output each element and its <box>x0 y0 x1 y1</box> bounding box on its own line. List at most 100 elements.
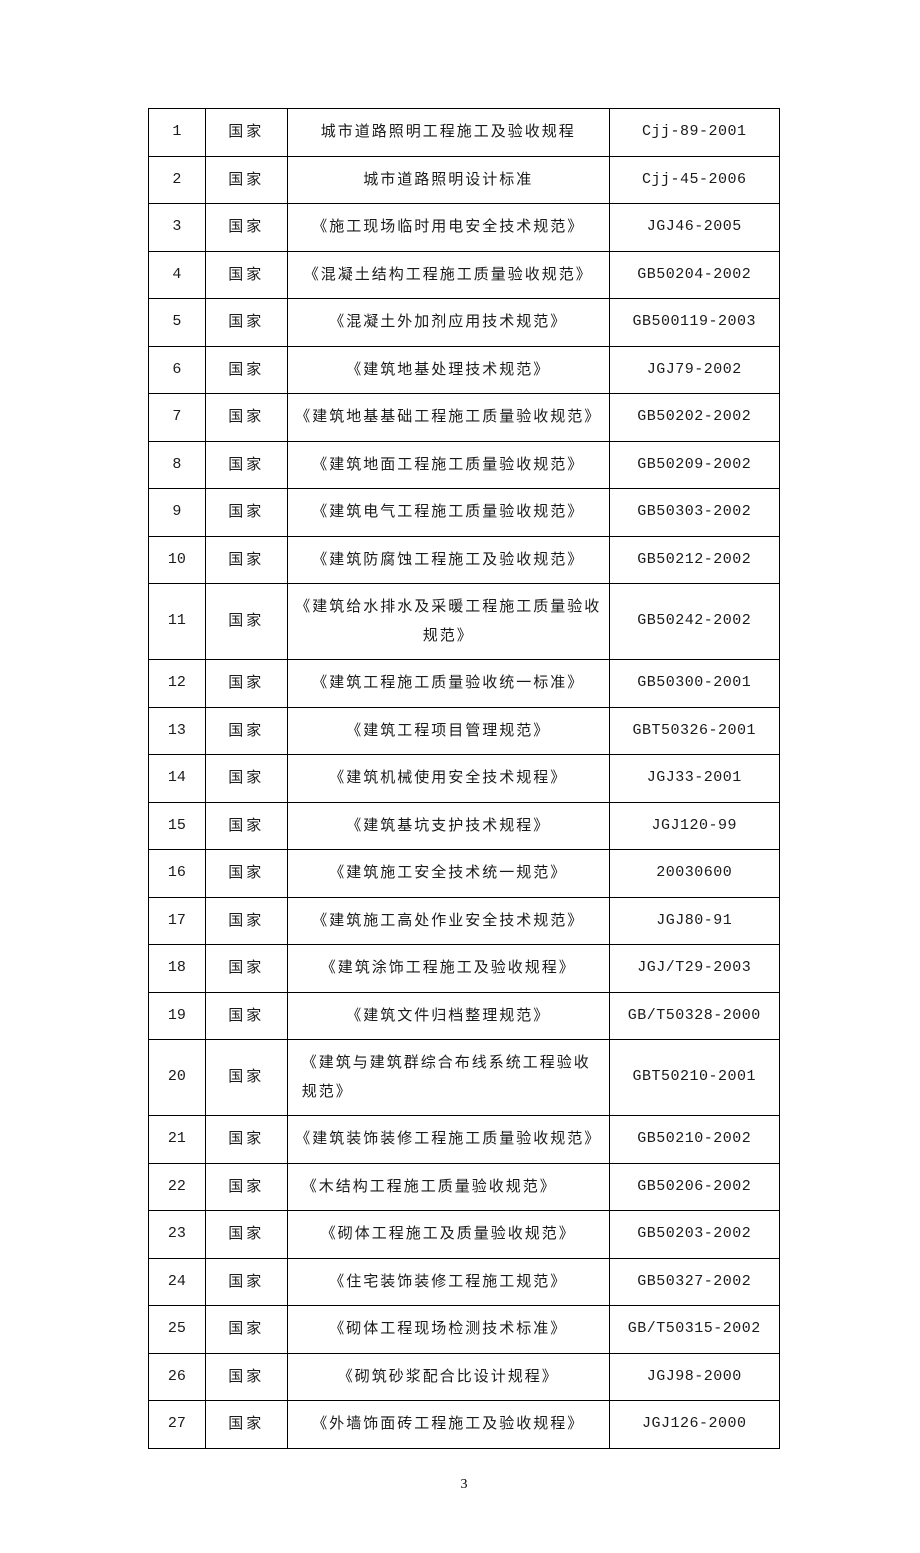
cell-num: 2 <box>149 156 206 204</box>
cell-num: 25 <box>149 1306 206 1354</box>
table-row: 20国家《建筑与建筑群综合布线系统工程验收规范》GBT50210-2001 <box>149 1040 780 1116</box>
cell-code: JGJ46-2005 <box>609 204 779 252</box>
table-row: 16国家《建筑施工安全技术统一规范》20030600 <box>149 850 780 898</box>
cell-code: JGJ79-2002 <box>609 346 779 394</box>
table-row: 6国家《建筑地基处理技术规范》JGJ79-2002 <box>149 346 780 394</box>
table-row: 26国家《砌筑砂浆配合比设计规程》JGJ98-2000 <box>149 1353 780 1401</box>
cell-level: 国家 <box>205 1040 287 1116</box>
cell-code: JGJ80-91 <box>609 897 779 945</box>
cell-level: 国家 <box>205 802 287 850</box>
cell-name: 《建筑文件归档整理规范》 <box>287 992 609 1040</box>
cell-num: 18 <box>149 945 206 993</box>
cell-level: 国家 <box>205 584 287 660</box>
cell-name: 《施工现场临时用电安全技术规范》 <box>287 204 609 252</box>
cell-name: 《建筑地面工程施工质量验收规范》 <box>287 441 609 489</box>
cell-name: 《建筑基坑支护技术规程》 <box>287 802 609 850</box>
cell-level: 国家 <box>205 109 287 157</box>
cell-num: 1 <box>149 109 206 157</box>
cell-name: 《混凝土结构工程施工质量验收规范》 <box>287 251 609 299</box>
cell-num: 19 <box>149 992 206 1040</box>
cell-level: 国家 <box>205 850 287 898</box>
cell-level: 国家 <box>205 1116 287 1164</box>
cell-code: GB50210-2002 <box>609 1116 779 1164</box>
cell-num: 27 <box>149 1401 206 1449</box>
cell-name: 《建筑给水排水及采暖工程施工质量验收规范》 <box>287 584 609 660</box>
cell-num: 13 <box>149 707 206 755</box>
cell-level: 国家 <box>205 346 287 394</box>
cell-level: 国家 <box>205 489 287 537</box>
standards-table: 1国家城市道路照明工程施工及验收规程Cjj-89-20012国家城市道路照明设计… <box>148 108 780 1449</box>
table-row: 10国家《建筑防腐蚀工程施工及验收规范》GB50212-2002 <box>149 536 780 584</box>
cell-level: 国家 <box>205 204 287 252</box>
cell-level: 国家 <box>205 897 287 945</box>
cell-code: Cjj-45-2006 <box>609 156 779 204</box>
cell-level: 国家 <box>205 536 287 584</box>
cell-code: Cjj-89-2001 <box>609 109 779 157</box>
cell-num: 21 <box>149 1116 206 1164</box>
cell-level: 国家 <box>205 156 287 204</box>
cell-code: GB50242-2002 <box>609 584 779 660</box>
cell-name: 《建筑涂饰工程施工及验收规程》 <box>287 945 609 993</box>
cell-num: 12 <box>149 660 206 708</box>
table-row: 12国家《建筑工程施工质量验收统一标准》GB50300-2001 <box>149 660 780 708</box>
cell-name: 《建筑工程施工质量验收统一标准》 <box>287 660 609 708</box>
cell-code: 20030600 <box>609 850 779 898</box>
cell-num: 23 <box>149 1211 206 1259</box>
cell-code: GB50206-2002 <box>609 1163 779 1211</box>
cell-name: 《外墙饰面砖工程施工及验收规程》 <box>287 1401 609 1449</box>
cell-num: 6 <box>149 346 206 394</box>
cell-code: GB50204-2002 <box>609 251 779 299</box>
table-row: 19国家《建筑文件归档整理规范》GB/T50328-2000 <box>149 992 780 1040</box>
cell-num: 16 <box>149 850 206 898</box>
cell-level: 国家 <box>205 660 287 708</box>
cell-code: GB50300-2001 <box>609 660 779 708</box>
cell-name: 《砌体工程施工及质量验收规范》 <box>287 1211 609 1259</box>
table-row: 4国家《混凝土结构工程施工质量验收规范》GB50204-2002 <box>149 251 780 299</box>
cell-num: 24 <box>149 1258 206 1306</box>
cell-level: 国家 <box>205 945 287 993</box>
cell-num: 7 <box>149 394 206 442</box>
cell-code: GB50202-2002 <box>609 394 779 442</box>
table-row: 3国家《施工现场临时用电安全技术规范》JGJ46-2005 <box>149 204 780 252</box>
cell-name: 《建筑地基处理技术规范》 <box>287 346 609 394</box>
table-row: 13国家《建筑工程项目管理规范》GBT50326-2001 <box>149 707 780 755</box>
page-number: 3 <box>148 1477 780 1493</box>
cell-name: 《建筑施工安全技术统一规范》 <box>287 850 609 898</box>
cell-level: 国家 <box>205 1211 287 1259</box>
table-row: 2国家城市道路照明设计标准Cjj-45-2006 <box>149 156 780 204</box>
cell-name: 《建筑电气工程施工质量验收规范》 <box>287 489 609 537</box>
cell-level: 国家 <box>205 1306 287 1354</box>
cell-name: 城市道路照明设计标准 <box>287 156 609 204</box>
cell-num: 4 <box>149 251 206 299</box>
table-row: 23国家《砌体工程施工及质量验收规范》GB50203-2002 <box>149 1211 780 1259</box>
cell-name: 《建筑施工高处作业安全技术规范》 <box>287 897 609 945</box>
cell-level: 国家 <box>205 251 287 299</box>
table-row: 8国家《建筑地面工程施工质量验收规范》GB50209-2002 <box>149 441 780 489</box>
cell-code: JGJ126-2000 <box>609 1401 779 1449</box>
cell-code: GB50327-2002 <box>609 1258 779 1306</box>
cell-code: GB50209-2002 <box>609 441 779 489</box>
cell-name: 《建筑地基基础工程施工质量验收规范》 <box>287 394 609 442</box>
cell-name: 《混凝土外加剂应用技术规范》 <box>287 299 609 347</box>
cell-num: 20 <box>149 1040 206 1116</box>
cell-num: 11 <box>149 584 206 660</box>
cell-name: 《住宅装饰装修工程施工规范》 <box>287 1258 609 1306</box>
cell-name: 《建筑工程项目管理规范》 <box>287 707 609 755</box>
cell-name: 《建筑机械使用安全技术规程》 <box>287 755 609 803</box>
cell-code: GB50212-2002 <box>609 536 779 584</box>
cell-level: 国家 <box>205 1401 287 1449</box>
table-row: 22国家《木结构工程施工质量验收规范》GB50206-2002 <box>149 1163 780 1211</box>
cell-code: JGJ98-2000 <box>609 1353 779 1401</box>
cell-name: 《砌筑砂浆配合比设计规程》 <box>287 1353 609 1401</box>
cell-num: 10 <box>149 536 206 584</box>
cell-code: GB/T50315-2002 <box>609 1306 779 1354</box>
table-row: 27国家《外墙饰面砖工程施工及验收规程》JGJ126-2000 <box>149 1401 780 1449</box>
cell-level: 国家 <box>205 394 287 442</box>
table-body: 1国家城市道路照明工程施工及验收规程Cjj-89-20012国家城市道路照明设计… <box>149 109 780 1449</box>
cell-name: 城市道路照明工程施工及验收规程 <box>287 109 609 157</box>
table-row: 21国家《建筑装饰装修工程施工质量验收规范》GB50210-2002 <box>149 1116 780 1164</box>
cell-num: 15 <box>149 802 206 850</box>
cell-level: 国家 <box>205 1258 287 1306</box>
cell-level: 国家 <box>205 1353 287 1401</box>
cell-num: 8 <box>149 441 206 489</box>
